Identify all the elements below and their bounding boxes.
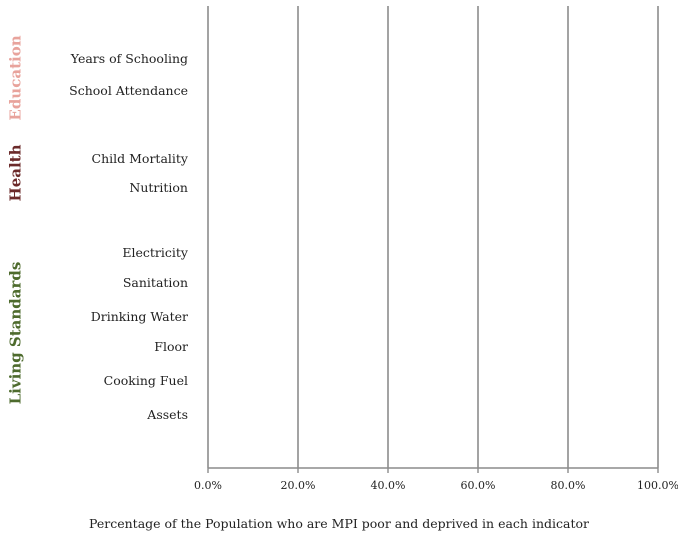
- x-tick-label: 100.0%: [637, 479, 678, 492]
- x-axis-title: Percentage of the Population who are MPI…: [89, 516, 589, 531]
- x-tick-label: 60.0%: [460, 479, 496, 492]
- group-label: Education: [6, 35, 25, 121]
- x-tick-label: 80.0%: [550, 479, 586, 492]
- group-label: Living Standards: [5, 261, 24, 405]
- x-tick-label: 40.0%: [370, 479, 406, 492]
- category-label: School Attendance: [69, 83, 188, 98]
- category-label: Drinking Water: [90, 309, 188, 324]
- category-label: Floor: [154, 339, 188, 354]
- category-label: Child Mortality: [91, 151, 188, 166]
- category-label: Electricity: [122, 245, 188, 260]
- category-label: Nutrition: [129, 180, 188, 195]
- category-label: Cooking Fuel: [103, 373, 188, 388]
- group-label: Health: [5, 144, 24, 202]
- category-label: Assets: [147, 407, 188, 422]
- x-tick-label: 20.0%: [280, 479, 316, 492]
- category-label: Years of Schooling: [70, 51, 188, 66]
- x-tick-label: 0.0%: [194, 479, 222, 492]
- category-label: Sanitation: [122, 275, 188, 290]
